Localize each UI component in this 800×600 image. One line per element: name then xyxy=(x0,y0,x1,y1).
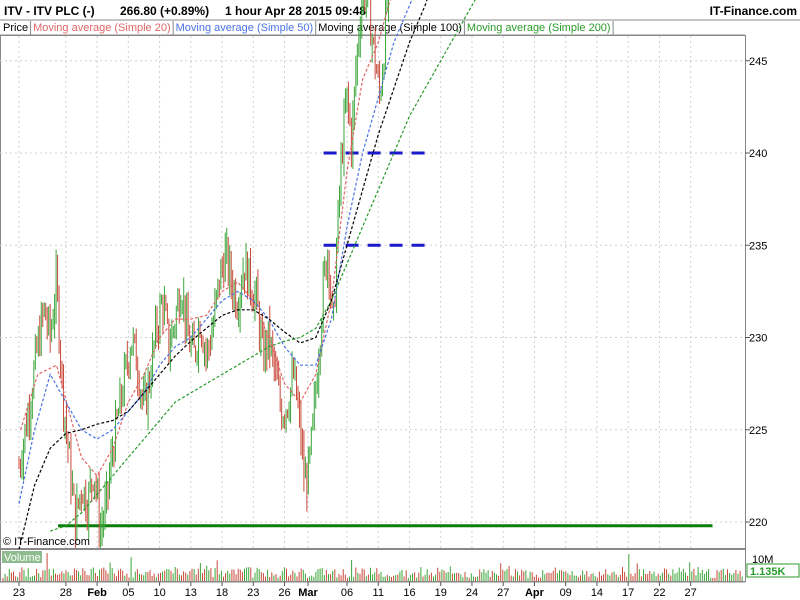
volume-last-label: 1.135K xyxy=(750,566,786,578)
brand-name: IT-Finance.com xyxy=(710,4,797,18)
volume-label-box xyxy=(2,551,42,563)
legend-item: Moving average (Simple 100) xyxy=(318,22,462,34)
ma-line xyxy=(20,0,391,477)
time-tick-label: 27 xyxy=(685,587,697,599)
time-tick-label: 09 xyxy=(560,587,572,599)
interval-date: 1 hour Apr 28 2015 09:48 xyxy=(225,4,366,18)
time-tick-label: 13 xyxy=(185,587,197,599)
price-axis: 220225230235240245250255260265270 xyxy=(745,56,767,529)
last-price-change: 266.80 (+0.89%) xyxy=(120,4,209,18)
time-tick-label: 11 xyxy=(373,587,384,599)
moving-averages xyxy=(18,0,476,550)
price-tick-label: 245 xyxy=(749,56,767,68)
price-tick-label: 240 xyxy=(749,148,767,160)
legend-item: Moving average (Simple 50) xyxy=(176,22,314,34)
time-tick-label: 22 xyxy=(653,587,665,599)
time-tick-label: 27 xyxy=(497,587,509,599)
time-tick-label: 17 xyxy=(622,587,634,599)
volume-label: Volume xyxy=(4,552,41,564)
time-tick-label: Apr xyxy=(525,587,545,599)
plot-area xyxy=(0,35,746,549)
legend-item: Price xyxy=(3,22,28,34)
price-tick-label: 230 xyxy=(749,333,767,345)
legend-item: Moving average (Simple 200) xyxy=(467,22,611,34)
symbol-title: ITV - ITV PLC (-) xyxy=(4,4,95,18)
time-tick-label: 26 xyxy=(278,587,290,599)
time-tick-label: 16 xyxy=(403,587,415,599)
time-tick-label: 06 xyxy=(341,587,353,599)
price-candles xyxy=(18,0,389,548)
time-tick-label: 14 xyxy=(591,587,603,599)
time-tick-label: 23 xyxy=(247,587,259,599)
time-tick-label: 19 xyxy=(435,587,447,599)
watermark: © IT-Finance.com xyxy=(3,536,90,548)
ma-line xyxy=(50,0,476,532)
time-tick-label: 18 xyxy=(216,587,228,599)
header-bar xyxy=(0,0,800,20)
price-tick-label: 225 xyxy=(749,425,767,437)
time-tick-label: Mar xyxy=(298,587,318,599)
volume-bars xyxy=(2,553,743,581)
price-tick-label: 235 xyxy=(749,240,767,252)
time-tick-label: 05 xyxy=(122,587,134,599)
volume-last-tag xyxy=(746,563,800,578)
time-axis: 23 28 Feb 05 10 13 18 23 26 Mar 06 11 16 19 24 27 Apr 09 1… xyxy=(13,582,697,599)
time-tick-label: 23 xyxy=(13,587,25,599)
volume-top-tick: 10M xyxy=(752,554,773,566)
levels xyxy=(58,151,713,528)
legend-item: Moving average (Simple 20) xyxy=(33,22,171,34)
time-tick-label: 24 xyxy=(466,587,478,599)
grid xyxy=(0,36,745,548)
price-tick-label: 220 xyxy=(749,517,767,529)
legend-row: Price Moving average (Simple 20) Moving av… xyxy=(3,21,614,35)
time-tick-label: Feb xyxy=(87,587,107,599)
time-tick-label: 28 xyxy=(60,587,72,599)
ma-line xyxy=(18,0,428,550)
time-tick-label: 10 xyxy=(153,587,165,599)
